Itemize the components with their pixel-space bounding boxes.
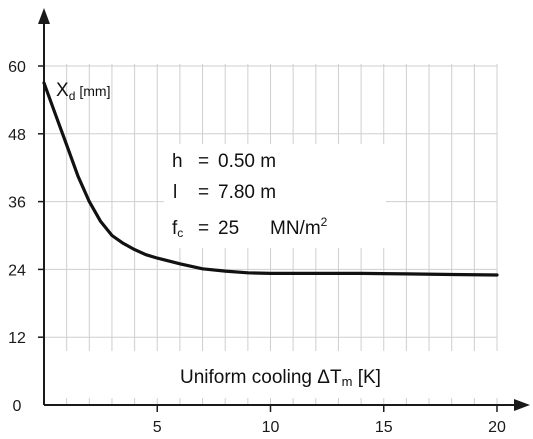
x-axis-label-bg	[46, 351, 506, 398]
y-axis-arrow-icon	[38, 8, 50, 24]
y-tick-label: 24	[8, 262, 26, 279]
x-axis-label: Uniform cooling ΔTm [K]	[180, 367, 381, 389]
y-tick-label: 0	[13, 398, 22, 415]
y-tick-label: 12	[8, 330, 26, 347]
parameter-block: h = 0.50 m l = 7.80 m fc = 25 MN/m2	[164, 144, 386, 248]
series-line	[42, 81, 499, 277]
x-axis-arrow-icon	[514, 399, 530, 411]
x-axis-label-delta: Δ	[317, 367, 330, 388]
param-l-eq: =	[198, 182, 209, 203]
param-h-name: h	[172, 151, 183, 172]
x-axis-label-text: Uniform cooling	[180, 367, 317, 388]
param-h: h = 0.50 m	[172, 151, 276, 172]
param-h-eq: =	[198, 151, 209, 172]
x-tick-label: 5	[153, 419, 162, 436]
param-l-value: 7.80 m	[218, 182, 276, 203]
param-fc-eq: =	[198, 218, 209, 239]
y-axis-label-sub: d	[69, 89, 76, 103]
y-axis-label-main: X	[56, 80, 69, 101]
x-axis-label-unit: [K]	[352, 367, 381, 388]
param-fc: fc = 25 MN/m2	[172, 215, 328, 242]
y-tick-label: 60	[8, 59, 26, 76]
y-tick-label: 36	[8, 195, 26, 212]
param-fc-name: f	[172, 218, 178, 239]
y-axis-label-unit: [mm]	[79, 83, 110, 99]
x-axis-label-t: T	[330, 367, 342, 388]
x-axis-label-sub: m	[342, 374, 353, 389]
param-l: l = 7.80 m	[173, 182, 276, 203]
x-axis-label-block: Uniform cooling ΔTm [K]	[46, 351, 506, 398]
x-tick-label: 20	[488, 419, 506, 436]
param-h-value: 0.50 m	[218, 151, 276, 172]
param-fc-value: 25	[218, 218, 239, 239]
param-l-name: l	[173, 182, 177, 203]
ticks: 0 12 24 36 48 60 5 10 15 20	[8, 59, 506, 436]
parameter-block-bg	[164, 144, 386, 248]
param-fc-sub: c	[177, 226, 183, 240]
x-tick-label: 10	[262, 419, 280, 436]
param-fc-sup: 2	[321, 215, 328, 229]
y-axis-label: Xd [mm]	[56, 80, 110, 103]
param-fc-unit: MN/m	[270, 218, 321, 239]
y-tick-label: 48	[8, 127, 26, 144]
x-tick-label: 15	[375, 419, 393, 436]
